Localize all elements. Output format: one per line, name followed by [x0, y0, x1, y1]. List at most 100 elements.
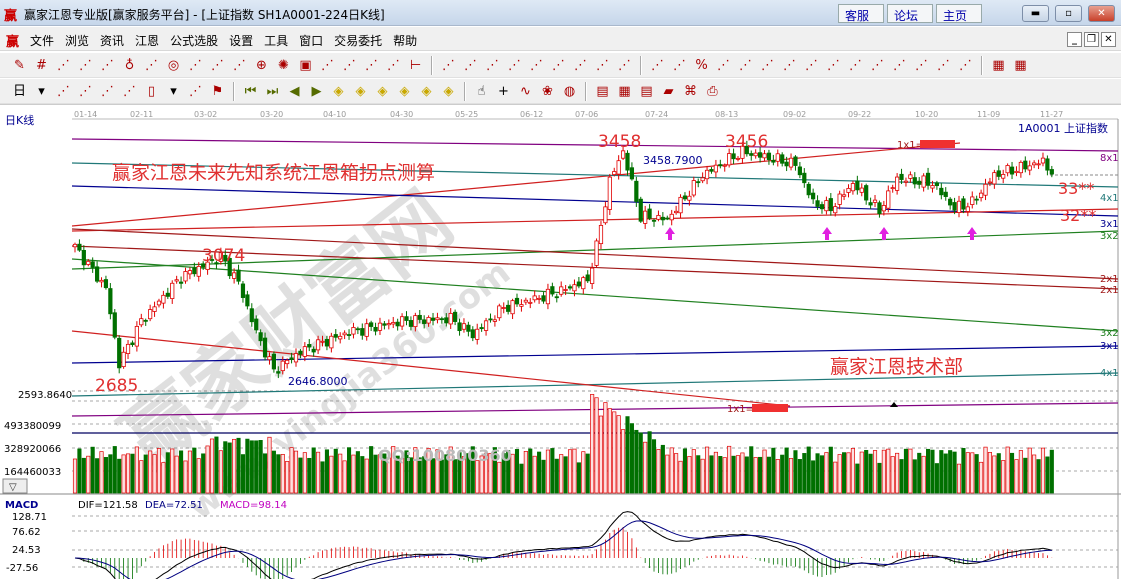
- candle[interactable]: [939, 187, 944, 196]
- candle[interactable]: [506, 304, 511, 312]
- zoom-right-icon[interactable]: ◈: [355, 83, 366, 99]
- candle[interactable]: [722, 164, 727, 167]
- candle[interactable]: [196, 265, 201, 277]
- candle[interactable]: [545, 288, 551, 305]
- menu-item-0[interactable]: 文件: [30, 34, 55, 48]
- candle[interactable]: [700, 177, 705, 182]
- candle[interactable]: [784, 161, 789, 167]
- expand-icon[interactable]: ◈: [443, 83, 454, 99]
- candle[interactable]: [108, 288, 113, 315]
- close-button[interactable]: ✕: [1088, 5, 1115, 22]
- candle[interactable]: [143, 319, 148, 322]
- candle[interactable]: [758, 152, 763, 158]
- candle[interactable]: [501, 307, 506, 309]
- gann-line[interactable]: [71, 245, 1119, 290]
- candle[interactable]: [178, 281, 184, 284]
- candle[interactable]: [833, 206, 838, 214]
- candle[interactable]: [669, 213, 674, 221]
- candle[interactable]: [236, 269, 241, 282]
- calendar-grid-icon[interactable]: ⋰: [387, 57, 400, 73]
- candle[interactable]: [254, 318, 259, 331]
- candle[interactable]: [346, 334, 352, 336]
- candle[interactable]: [1023, 160, 1028, 170]
- candle-icon[interactable]: ▯: [147, 83, 156, 99]
- angle-gold-icon[interactable]: ⋰: [893, 57, 906, 73]
- candle[interactable]: [139, 318, 144, 326]
- candle[interactable]: [165, 292, 170, 297]
- candle[interactable]: [382, 323, 387, 326]
- candle[interactable]: [952, 202, 957, 211]
- printer-icon[interactable]: ⎙: [707, 83, 718, 99]
- candle[interactable]: [594, 240, 599, 266]
- bars-3-icon[interactable]: ⋰: [101, 83, 114, 99]
- candle[interactable]: [232, 272, 237, 279]
- fan-icon[interactable]: ⋰: [233, 57, 246, 73]
- candle[interactable]: [461, 323, 467, 330]
- candle[interactable]: [77, 243, 82, 251]
- candle[interactable]: [271, 353, 277, 370]
- candle[interactable]: [117, 337, 122, 369]
- percent-icon[interactable]: %: [695, 57, 708, 73]
- candle[interactable]: [404, 316, 409, 321]
- circle-icon[interactable]: ◎: [167, 57, 180, 73]
- gann-fan-icon[interactable]: ⋰: [464, 57, 477, 73]
- candle[interactable]: [1040, 157, 1046, 164]
- candle[interactable]: [528, 301, 533, 304]
- candle[interactable]: [112, 312, 117, 338]
- candle[interactable]: [567, 286, 573, 289]
- candle[interactable]: [616, 160, 621, 175]
- volume-toggle-label[interactable]: ▽: [9, 482, 17, 493]
- candle[interactable]: [510, 300, 515, 315]
- candle[interactable]: [333, 334, 338, 338]
- candle[interactable]: [903, 180, 909, 183]
- candle[interactable]: [417, 314, 422, 320]
- child-minimize-button[interactable]: _: [1067, 32, 1082, 47]
- candle[interactable]: [996, 170, 1001, 177]
- candle[interactable]: [156, 300, 162, 306]
- gann-line[interactable]: [71, 138, 1119, 152]
- gann-box-icon[interactable]: ⋰: [486, 57, 499, 73]
- menu-item-9[interactable]: 帮助: [393, 34, 418, 48]
- candle[interactable]: [439, 318, 444, 321]
- win-box-icon[interactable]: ⋰: [365, 57, 378, 73]
- candle[interactable]: [364, 323, 369, 337]
- menu-item-8[interactable]: 交易委托: [334, 34, 383, 48]
- candle[interactable]: [576, 281, 581, 287]
- chart-area[interactable]: 赢家财富网 www.yingjia360.com 01-14 02-11 03-02…: [0, 104, 1121, 582]
- calculator-icon[interactable]: ▦: [618, 83, 631, 99]
- angle-f-icon[interactable]: ⋰: [871, 57, 884, 73]
- candle[interactable]: [395, 321, 400, 327]
- candle[interactable]: [413, 315, 418, 328]
- candle[interactable]: [572, 284, 577, 292]
- table-icon[interactable]: ▦: [992, 57, 1005, 73]
- pen-icon[interactable]: ✎: [14, 57, 25, 73]
- candle[interactable]: [280, 360, 285, 372]
- candle[interactable]: [214, 262, 219, 265]
- candle[interactable]: [307, 344, 312, 348]
- candle[interactable]: [351, 327, 356, 335]
- angle-win-icon[interactable]: ⋰: [937, 57, 950, 73]
- candle[interactable]: [828, 198, 833, 212]
- candle[interactable]: [581, 277, 586, 290]
- candle[interactable]: [152, 306, 157, 312]
- dropdown-icon[interactable]: ▾: [38, 83, 45, 99]
- candle[interactable]: [1045, 158, 1050, 171]
- candle[interactable]: [771, 159, 776, 163]
- candle[interactable]: [134, 326, 139, 347]
- bars-9-icon[interactable]: ⋰: [123, 83, 136, 99]
- candle[interactable]: [749, 153, 754, 156]
- candle[interactable]: [766, 152, 772, 160]
- candle[interactable]: [130, 342, 135, 345]
- candle[interactable]: [99, 279, 104, 283]
- candle[interactable]: [262, 337, 268, 358]
- candle[interactable]: [174, 279, 179, 282]
- candle[interactable]: [240, 283, 246, 298]
- kline-chart[interactable]: 赢家财富网 www.yingjia360.com 01-14 02-11 03-02…: [0, 105, 1121, 582]
- candle[interactable]: [788, 157, 794, 168]
- menu-item-4[interactable]: 公式选股: [170, 34, 219, 48]
- candle[interactable]: [925, 172, 931, 186]
- candle[interactable]: [1027, 165, 1032, 171]
- candle[interactable]: [899, 173, 904, 180]
- candle[interactable]: [974, 198, 979, 201]
- candle[interactable]: [369, 322, 374, 327]
